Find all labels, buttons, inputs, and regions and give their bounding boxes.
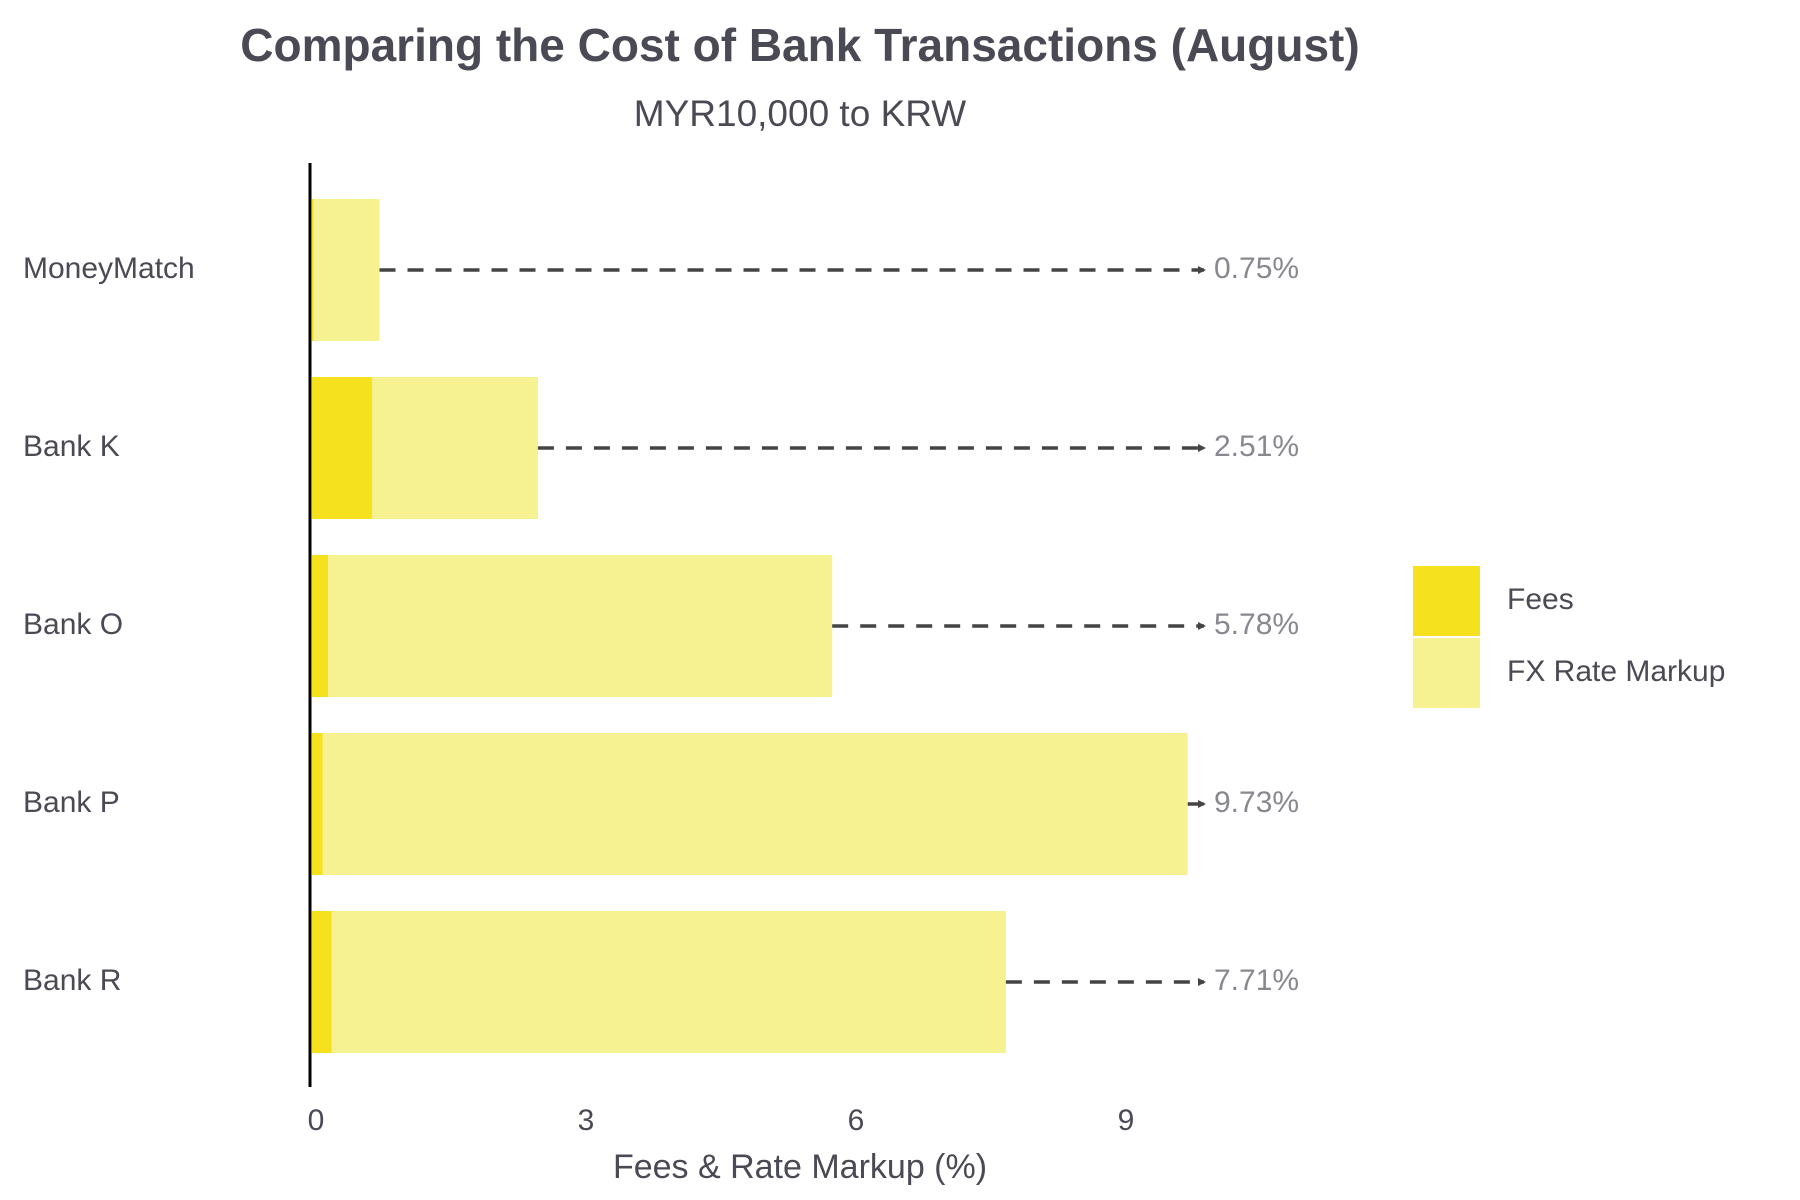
total-label: 2.51%	[1214, 430, 1299, 463]
x-axis-label: Fees & Rate Markup (%)	[613, 1148, 987, 1186]
y-tick-label: MoneyMatch	[23, 252, 195, 285]
bar-segment	[312, 911, 332, 1053]
total-label: 5.78%	[1214, 608, 1299, 641]
chart-title: Comparing the Cost of Bank Transactions …	[240, 19, 1359, 71]
bar-segment	[322, 733, 1188, 875]
chart-subtitle: MYR10,000 to KRW	[634, 93, 967, 134]
total-label: 7.71%	[1214, 964, 1299, 997]
legend-swatch	[1413, 638, 1480, 708]
bar-segment	[372, 377, 538, 519]
bar-segment	[328, 555, 833, 697]
y-tick-label: Bank K	[23, 430, 120, 463]
y-tick-label: Bank O	[23, 608, 123, 641]
x-tick-label: 3	[578, 1104, 595, 1137]
bar-segment	[312, 733, 323, 875]
bar-segment	[312, 377, 373, 519]
legend-label: FX Rate Markup	[1507, 655, 1725, 688]
total-label: 0.75%	[1214, 252, 1299, 285]
bar-segment	[331, 911, 1006, 1053]
legend-label: Fees	[1507, 583, 1574, 616]
y-tick-label: Bank R	[23, 964, 121, 997]
total-label: 9.73%	[1214, 786, 1299, 819]
x-tick-label: 9	[1118, 1104, 1135, 1137]
legend-swatch	[1413, 566, 1480, 636]
y-tick-label: Bank P	[23, 786, 120, 819]
bar-segment	[312, 199, 314, 341]
x-tick-label: 0	[308, 1104, 325, 1137]
bar-segment	[313, 199, 380, 341]
x-tick-label: 6	[848, 1104, 865, 1137]
bar-segment	[312, 555, 329, 697]
